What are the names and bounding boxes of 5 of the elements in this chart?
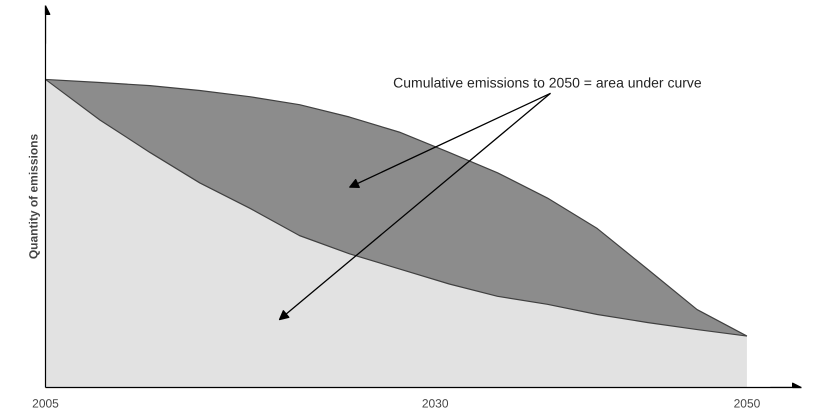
y-axis-title: Quantity of emissions bbox=[26, 133, 40, 260]
x-tick-label: 2005 bbox=[32, 396, 60, 410]
annotation: Cumulative emissions to 2050 = area under curve bbox=[393, 74, 702, 91]
x-tick-label: 2030 bbox=[422, 396, 449, 410]
x-tick-label: 2050 bbox=[734, 396, 761, 410]
